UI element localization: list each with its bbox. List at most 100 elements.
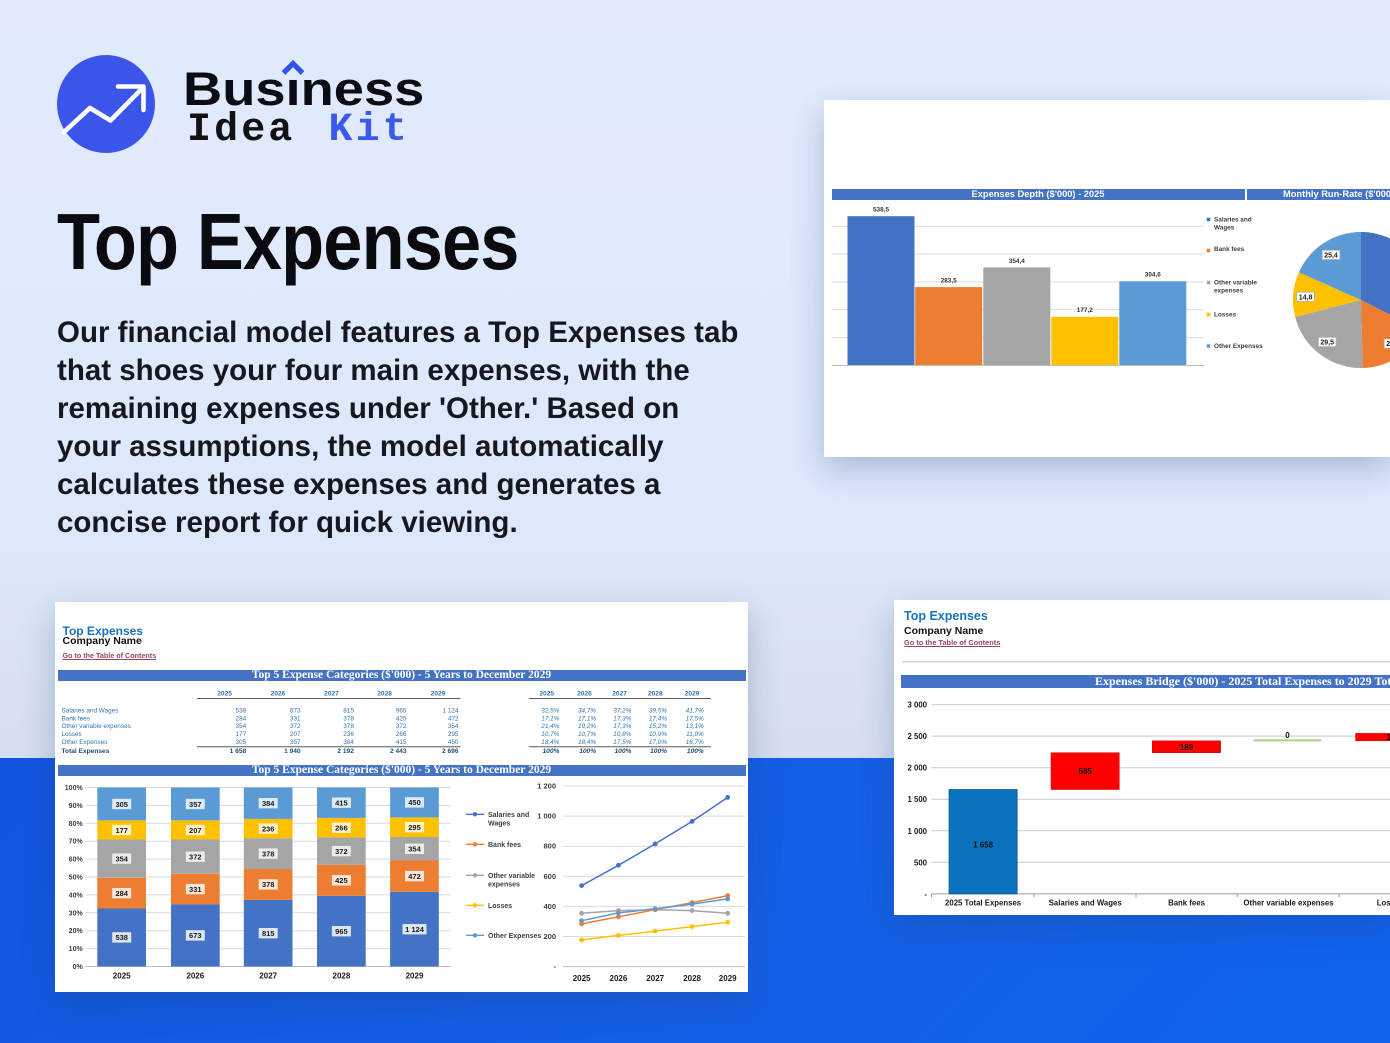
svg-text:2028: 2028 bbox=[648, 691, 663, 698]
svg-text:100%: 100% bbox=[65, 785, 84, 792]
svg-text:expenses: expenses bbox=[1214, 288, 1244, 295]
svg-text:100%: 100% bbox=[543, 748, 560, 755]
svg-text:815: 815 bbox=[343, 707, 354, 714]
svg-text:283,5: 283,5 bbox=[941, 278, 957, 285]
svg-text:378: 378 bbox=[262, 880, 275, 889]
svg-text:415: 415 bbox=[396, 739, 407, 746]
svg-text:10,7%: 10,7% bbox=[578, 731, 596, 738]
svg-text:17,5%: 17,5% bbox=[686, 715, 704, 722]
svg-text:Other variable: Other variable bbox=[1214, 280, 1257, 287]
svg-text:425: 425 bbox=[335, 876, 348, 885]
svg-text:Salaries and: Salaries and bbox=[1214, 217, 1252, 224]
svg-text:60%: 60% bbox=[69, 857, 84, 864]
svg-text:Other Expenses: Other Expenses bbox=[488, 933, 541, 940]
svg-text:384: 384 bbox=[343, 739, 354, 746]
svg-text:354,4: 354,4 bbox=[1009, 258, 1025, 265]
svg-text:538: 538 bbox=[115, 933, 128, 942]
svg-text:189: 189 bbox=[1180, 743, 1194, 752]
svg-text:2 443: 2 443 bbox=[390, 748, 407, 755]
svg-text:200: 200 bbox=[543, 932, 556, 941]
svg-text:1 124: 1 124 bbox=[405, 925, 425, 934]
svg-text:815: 815 bbox=[262, 929, 275, 938]
svg-text:20%: 20% bbox=[69, 928, 84, 935]
svg-text:357: 357 bbox=[290, 739, 301, 746]
svg-text:2028: 2028 bbox=[333, 972, 351, 981]
svg-text:1 200: 1 200 bbox=[537, 782, 556, 791]
svg-text:Wages: Wages bbox=[488, 821, 510, 828]
svg-text:372: 372 bbox=[396, 723, 407, 730]
svg-text:2 192: 2 192 bbox=[337, 748, 354, 755]
svg-text:378: 378 bbox=[343, 715, 354, 722]
svg-text:354: 354 bbox=[408, 845, 421, 854]
svg-text:17,5%: 17,5% bbox=[613, 739, 631, 746]
svg-text:Losses: Losses bbox=[1377, 899, 1390, 908]
svg-text:673: 673 bbox=[290, 707, 301, 714]
svg-text:2025: 2025 bbox=[573, 974, 591, 983]
svg-text:2027: 2027 bbox=[324, 691, 339, 698]
svg-text:17,1%: 17,1% bbox=[541, 715, 559, 722]
svg-text:600: 600 bbox=[543, 872, 556, 881]
svg-text:2026: 2026 bbox=[271, 691, 286, 698]
svg-text:Losses: Losses bbox=[62, 731, 82, 738]
svg-text:354: 354 bbox=[236, 723, 247, 730]
svg-text:2029: 2029 bbox=[719, 974, 737, 983]
svg-text:207: 207 bbox=[290, 731, 301, 738]
svg-text:965: 965 bbox=[335, 927, 348, 936]
svg-text:1 500: 1 500 bbox=[907, 795, 927, 804]
svg-text:25,4: 25,4 bbox=[1324, 252, 1338, 259]
svg-text:372: 372 bbox=[335, 847, 348, 856]
svg-text:37,2%: 37,2% bbox=[613, 707, 631, 714]
svg-text:19,2%: 19,2% bbox=[578, 723, 596, 730]
svg-text:13,1%: 13,1% bbox=[686, 723, 704, 730]
svg-text:354: 354 bbox=[115, 854, 128, 863]
svg-text:2027: 2027 bbox=[612, 691, 627, 698]
svg-text:538: 538 bbox=[236, 707, 247, 714]
svg-text:295: 295 bbox=[448, 731, 459, 738]
svg-text:34,7%: 34,7% bbox=[578, 707, 596, 714]
svg-text:90%: 90% bbox=[69, 803, 84, 810]
svg-text:2026: 2026 bbox=[610, 974, 628, 983]
svg-text:2 696: 2 696 bbox=[442, 748, 459, 755]
svg-text:17,0%: 17,0% bbox=[649, 739, 667, 746]
svg-text:16,7%: 16,7% bbox=[686, 739, 704, 746]
svg-text:304,6: 304,6 bbox=[1145, 272, 1161, 279]
svg-text:2 000: 2 000 bbox=[907, 764, 927, 773]
svg-text:2028: 2028 bbox=[683, 974, 701, 983]
svg-text:266: 266 bbox=[396, 731, 407, 738]
svg-text:965: 965 bbox=[396, 707, 407, 714]
svg-text:2025: 2025 bbox=[113, 972, 131, 981]
svg-text:expenses: expenses bbox=[488, 882, 520, 889]
svg-text:1 000: 1 000 bbox=[907, 827, 927, 836]
svg-text:372: 372 bbox=[189, 852, 202, 861]
svg-text:305: 305 bbox=[115, 800, 128, 809]
svg-text:Bank fees: Bank fees bbox=[1214, 246, 1245, 253]
svg-text:-: - bbox=[554, 962, 557, 971]
svg-text:39,5%: 39,5% bbox=[649, 707, 667, 714]
svg-text:425: 425 bbox=[396, 715, 407, 722]
svg-text:1 124: 1 124 bbox=[443, 707, 459, 714]
svg-text:295: 295 bbox=[408, 823, 421, 832]
svg-text:1 000: 1 000 bbox=[537, 812, 556, 821]
svg-text:10%: 10% bbox=[69, 946, 84, 953]
svg-text:17,1%: 17,1% bbox=[578, 715, 596, 722]
svg-text:Total Expenses: Total Expenses bbox=[62, 748, 110, 755]
svg-text:400: 400 bbox=[543, 902, 556, 911]
svg-text:2029: 2029 bbox=[406, 972, 424, 981]
svg-text:2027: 2027 bbox=[259, 972, 277, 981]
svg-text:450: 450 bbox=[408, 798, 421, 807]
svg-text:17,3%: 17,3% bbox=[613, 715, 631, 722]
svg-text:-: - bbox=[924, 890, 927, 899]
svg-text:Salaries and Wages: Salaries and Wages bbox=[1049, 899, 1123, 908]
svg-text:10,8%: 10,8% bbox=[613, 731, 631, 738]
svg-text:472: 472 bbox=[408, 872, 421, 881]
svg-text:100%: 100% bbox=[687, 748, 704, 755]
svg-text:236: 236 bbox=[343, 731, 354, 738]
svg-text:Bank fees: Bank fees bbox=[488, 842, 521, 849]
svg-text:Salaries and Wages: Salaries and Wages bbox=[62, 707, 119, 714]
svg-text:1 658: 1 658 bbox=[973, 841, 994, 850]
svg-text:0%: 0% bbox=[73, 964, 84, 971]
svg-text:100%: 100% bbox=[615, 748, 632, 755]
svg-text:18,4%: 18,4% bbox=[578, 739, 596, 746]
svg-text:10,7%: 10,7% bbox=[541, 731, 559, 738]
svg-text:50%: 50% bbox=[69, 875, 84, 882]
